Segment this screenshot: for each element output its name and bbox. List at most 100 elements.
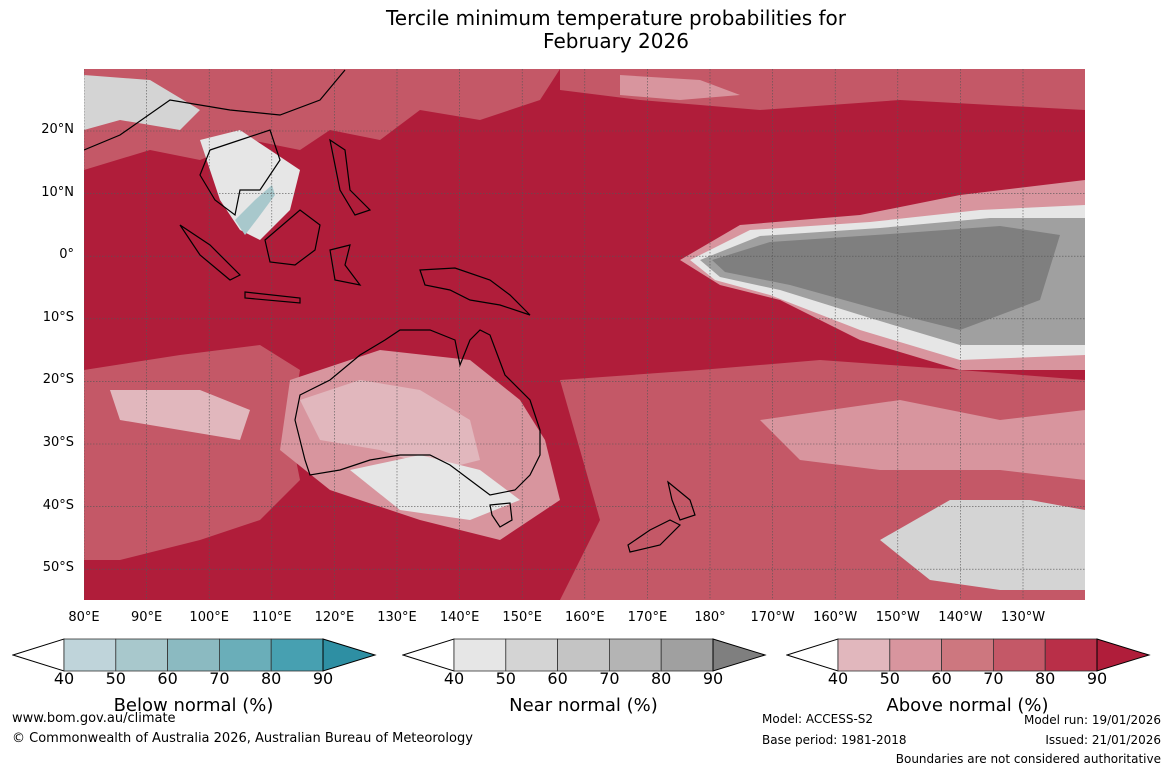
longitude-label: 170°W bbox=[750, 610, 795, 625]
colorbar-segment bbox=[218, 638, 272, 672]
colorbar-tick: 60 bbox=[547, 669, 568, 688]
latitude-label: 10°N bbox=[41, 184, 74, 200]
colorbar-tick: 40 bbox=[827, 669, 849, 688]
longitude-label: 170°E bbox=[627, 610, 668, 625]
colorbar-title: Above normal (%) bbox=[886, 695, 1049, 716]
colorbar-segment bbox=[115, 638, 169, 672]
colorbar-segment bbox=[1044, 638, 1098, 672]
footer-base-period: Base period: 1981-2018 bbox=[762, 733, 907, 747]
colorbar-tick: 90 bbox=[1086, 669, 1108, 688]
coastlines bbox=[84, 69, 696, 553]
colorbar-tick: 50 bbox=[105, 669, 126, 688]
map-title-line1: Tercile minimum temperature probabilitie… bbox=[385, 6, 847, 30]
latitude-label: 20°S bbox=[42, 372, 74, 388]
longitude-label: 180° bbox=[694, 610, 726, 625]
colorbar-tick: 40 bbox=[53, 669, 75, 688]
colorbar-tick: 60 bbox=[931, 669, 952, 688]
colorbar-lower-extend bbox=[786, 638, 839, 672]
coastline-nz-north bbox=[667, 480, 696, 521]
colorbar-segment bbox=[167, 638, 220, 672]
colorbar-tick: 50 bbox=[879, 669, 900, 688]
colorbar-tick: 80 bbox=[651, 669, 672, 688]
region-bight-light bbox=[350, 455, 520, 520]
latitude-label: 0° bbox=[59, 247, 74, 263]
colorbar-segment bbox=[608, 638, 662, 672]
probability-map bbox=[84, 69, 1085, 600]
coastline-tasmania bbox=[489, 502, 513, 528]
coastline-borneo bbox=[264, 209, 321, 266]
coastline-australia bbox=[294, 329, 541, 496]
coastline-new-guinea bbox=[419, 267, 531, 316]
region-southeast-gray bbox=[880, 500, 1085, 590]
colorbar-title: Below normal (%) bbox=[113, 695, 274, 716]
region-north-pink bbox=[560, 69, 1085, 110]
colorbar-tick: 50 bbox=[495, 669, 516, 688]
colorbar-upper-extend bbox=[712, 638, 767, 672]
map-title-line2: February 2026 bbox=[543, 29, 689, 53]
colorbar-tick: 80 bbox=[1035, 669, 1056, 688]
region-indian-light bbox=[110, 390, 250, 440]
longitude-label: 120°E bbox=[314, 610, 355, 625]
longitude-label: 130°W bbox=[1000, 610, 1046, 625]
colorbar-segment bbox=[453, 638, 507, 672]
colorbar-segment bbox=[63, 638, 117, 672]
latitude-label: 40°S bbox=[42, 497, 74, 513]
coastline-mainland-north bbox=[84, 69, 346, 151]
footer-disclaimer: Boundaries are not considered authoritat… bbox=[895, 752, 1161, 766]
longitude-label: 160°E bbox=[565, 610, 605, 625]
region-north-light bbox=[84, 75, 200, 130]
coastline-indochina bbox=[199, 129, 281, 217]
colorbar-title: Near normal (%) bbox=[509, 695, 658, 716]
longitude-label: 160°W bbox=[813, 610, 858, 625]
longitude-label: 130°E bbox=[377, 610, 417, 625]
coastline-philippines bbox=[329, 138, 372, 216]
colorbar-segment bbox=[941, 638, 994, 672]
colorbar-segment bbox=[889, 638, 943, 672]
colorbar-lower-extend bbox=[402, 638, 455, 672]
colorbar-tick: 90 bbox=[702, 669, 724, 688]
colorbar-tick: 80 bbox=[261, 669, 282, 688]
longitude-label: 150°E bbox=[502, 610, 542, 625]
colorbar-lower-extend bbox=[12, 638, 65, 672]
gridlines bbox=[84, 69, 1085, 600]
colorbar-tick: 70 bbox=[599, 669, 620, 688]
longitude-label: 140°E bbox=[439, 610, 480, 625]
coastline-sulawesi bbox=[329, 244, 362, 286]
colorbar-above bbox=[786, 638, 1151, 672]
longitude-label: 100°E bbox=[189, 610, 229, 625]
region-scs-blue bbox=[235, 185, 275, 235]
longitude-label: 80°E bbox=[68, 610, 100, 625]
latitude-label: 20°N bbox=[41, 122, 74, 137]
region-aus-light bbox=[300, 380, 480, 470]
colorbar-tick: 70 bbox=[983, 669, 1004, 688]
coastline-java bbox=[244, 291, 301, 304]
footer-copyright: © Commonwealth of Australia 2026, Austra… bbox=[12, 731, 473, 746]
colorbar-segment bbox=[660, 638, 714, 672]
colorbar-near bbox=[402, 638, 767, 672]
colorbar-upper-extend bbox=[322, 638, 377, 672]
coastline-nz-south bbox=[627, 519, 682, 553]
longitude-label: 140°W bbox=[938, 610, 983, 625]
longitude-label: 90°E bbox=[130, 610, 163, 625]
footer-url[interactable]: www.bom.gov.au/climate bbox=[12, 711, 176, 726]
colorbar-segment bbox=[837, 638, 891, 672]
footer-issued: Issued: 21/01/2026 bbox=[1045, 733, 1161, 747]
region-epac-dark bbox=[712, 226, 1060, 330]
latitude-label: 50°S bbox=[42, 560, 74, 576]
colorbar-below bbox=[12, 638, 377, 672]
footer-model: Model: ACCESS-S2 bbox=[762, 712, 874, 726]
colorbar-segment bbox=[557, 638, 610, 672]
footer-model-run: Model run: 19/01/2026 bbox=[1023, 713, 1161, 727]
latitude-label: 10°S bbox=[42, 309, 74, 325]
colorbar-tick: 60 bbox=[157, 669, 178, 688]
colorbar-tick: 90 bbox=[312, 669, 334, 688]
colorbar-segment bbox=[270, 638, 324, 672]
coastline-sumatra bbox=[179, 224, 242, 281]
colorbar-upper-extend bbox=[1096, 638, 1151, 672]
longitude-label: 150°W bbox=[875, 610, 920, 625]
longitude-label: 110°E bbox=[252, 610, 292, 625]
latitude-label: 30°S bbox=[42, 435, 74, 450]
region-indochina-light bbox=[200, 130, 300, 240]
region-south-light bbox=[760, 400, 1085, 480]
